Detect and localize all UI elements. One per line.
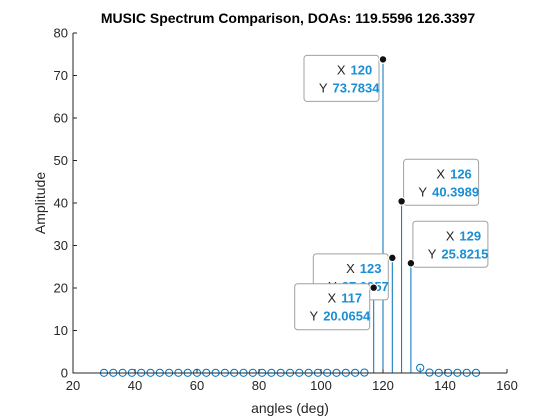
x-tick-label: 160	[496, 378, 518, 393]
x-tick-label: 100	[310, 378, 332, 393]
datatips-layer: X120Y73.7834X126Y40.3989X123Y27.0957X129…	[294, 54, 489, 331]
datatip: X 129 Y 25.8215	[406, 220, 489, 268]
datatip-y-value: 20.0654	[323, 309, 371, 324]
datatip-x-value: 129	[459, 228, 481, 243]
datatip-box	[294, 283, 371, 331]
datatip-marker	[387, 253, 397, 263]
y-tick-label: 50	[54, 153, 68, 168]
datatip-y-value: 73.7834	[333, 80, 381, 95]
x-tick-label: 40	[128, 378, 142, 393]
datatip-y-value: 25.8215	[441, 246, 488, 261]
y-tick-label: 40	[54, 196, 68, 211]
datatip-x-key: X	[446, 228, 455, 243]
datatip-x-key: X	[436, 166, 445, 181]
x-tick-label: 60	[190, 378, 204, 393]
y-tick-label: 60	[54, 111, 68, 126]
stems-layer	[99, 55, 481, 377]
datatip-x-value: 120	[351, 62, 373, 77]
x-axis-label: angles (deg)	[251, 400, 329, 416]
datatip-marker	[369, 283, 379, 293]
datatip: X 126 Y 40.3989	[397, 158, 480, 206]
y-tick-label: 20	[54, 281, 68, 296]
datatip-box	[403, 158, 480, 206]
chart-title: MUSIC Spectrum Comparison, DOAs: 119.559…	[101, 10, 475, 26]
x-tick-label: 120	[372, 378, 394, 393]
datatip-marker	[397, 196, 407, 206]
datatip-x-value: 117	[341, 291, 362, 306]
datatip-y-key: Y	[310, 309, 319, 324]
axes-layer: 20 40 60 80 100 120 140 160 0 10 20 30 40 50 60 70 80	[54, 26, 518, 394]
datatip: X 120 Y 73.7834	[303, 54, 388, 102]
y-tick-label: 10	[54, 323, 68, 338]
stem-marker	[416, 363, 425, 372]
y-tick-label: 70	[54, 68, 68, 83]
datatip-marker	[406, 258, 416, 268]
y-axis-label: Amplitude	[32, 172, 48, 234]
datatip-box	[303, 54, 380, 102]
datatip-x-key: X	[328, 291, 337, 306]
datatip-x-value: 123	[360, 261, 382, 276]
datatip-box	[412, 220, 489, 268]
datatip-y-value: 40.3989	[432, 184, 479, 199]
x-tick-label: 140	[434, 378, 456, 393]
datatip-y-key: Y	[428, 246, 437, 261]
y-tick-label: 80	[54, 26, 68, 41]
datatip-x-key: X	[337, 62, 346, 77]
datatip-marker	[378, 55, 388, 64]
datatip-y-key: Y	[418, 184, 427, 199]
datatip-y-key: Y	[319, 80, 328, 95]
datatip: X 117 Y 20.0654	[294, 283, 379, 331]
y-tick-label: 0	[61, 366, 68, 381]
datatip-x-value: 126	[450, 166, 472, 181]
x-tick-label: 20	[66, 378, 80, 393]
x-tick-label: 80	[252, 378, 266, 393]
y-tick-label: 30	[54, 238, 68, 253]
datatip-x-key: X	[346, 261, 355, 276]
